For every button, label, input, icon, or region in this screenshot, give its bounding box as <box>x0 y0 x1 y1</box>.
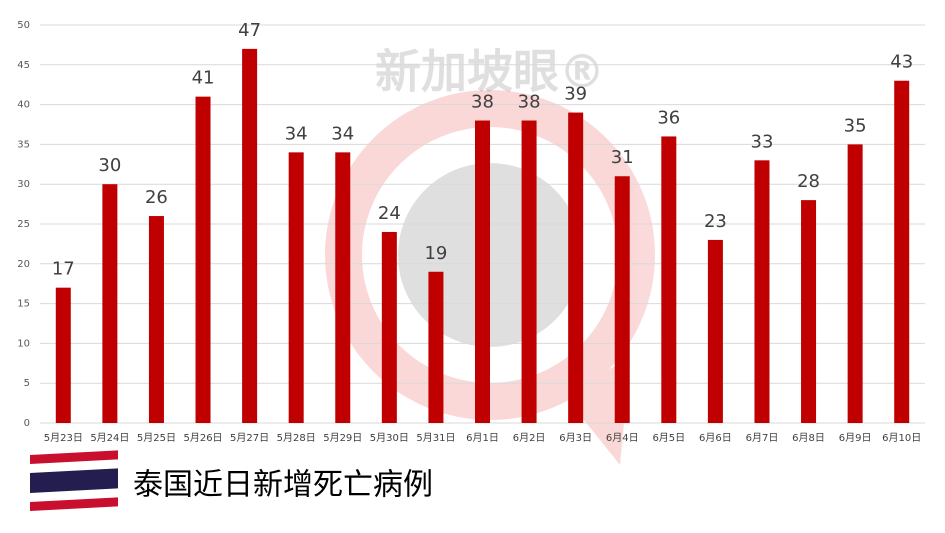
y-tick-label: 25 <box>17 219 30 230</box>
x-tick-label: 5月25日 <box>137 432 176 444</box>
y-tick-label: 40 <box>17 100 30 111</box>
y-tick-label: 45 <box>17 60 30 71</box>
x-tick-label: 6月3日 <box>559 432 592 444</box>
value-label: 43 <box>890 52 913 73</box>
value-label: 47 <box>238 20 261 41</box>
x-tick-label: 5月24日 <box>90 432 129 444</box>
bar <box>195 96 211 423</box>
bar <box>288 152 304 424</box>
y-tick-label: 20 <box>17 259 30 270</box>
value-label: 35 <box>844 115 867 136</box>
bar <box>568 112 584 423</box>
bar <box>148 216 164 423</box>
y-tick-label: 15 <box>17 299 30 310</box>
bar <box>614 176 630 423</box>
x-tick-label: 6月7日 <box>746 432 779 444</box>
bar <box>475 120 490 424</box>
value-label: 36 <box>657 107 680 128</box>
x-tick-label: 6月10日 <box>882 432 921 444</box>
bar <box>521 120 537 424</box>
y-tick-label: 30 <box>17 179 30 190</box>
y-tick-label: 0 <box>24 418 30 429</box>
x-tick-label: 6月1日 <box>466 432 499 444</box>
value-label: 30 <box>98 155 121 176</box>
x-tick-label: 6月6日 <box>699 432 732 444</box>
value-label: 24 <box>378 203 401 224</box>
bar <box>754 160 770 423</box>
y-tick-label: 50 <box>17 20 30 31</box>
bar <box>55 287 71 423</box>
bar <box>242 48 258 423</box>
bar <box>102 184 118 423</box>
value-label: 17 <box>52 259 75 280</box>
chart-title: 泰国近日新增死亡病例 <box>133 468 433 503</box>
value-label: 28 <box>797 171 820 192</box>
x-tick-label: 6月9日 <box>839 432 872 444</box>
bar <box>335 152 351 424</box>
x-tick-label: 5月29日 <box>323 432 362 444</box>
x-tick-label: 5月28日 <box>277 432 316 444</box>
bar <box>894 80 910 423</box>
value-label: 38 <box>518 92 541 113</box>
value-label: 31 <box>611 147 634 168</box>
bar <box>661 136 677 423</box>
bar <box>847 144 863 423</box>
bar <box>428 271 444 423</box>
value-label: 38 <box>471 92 494 113</box>
value-label: 34 <box>331 123 354 144</box>
y-tick-label: 10 <box>17 338 30 349</box>
x-tick-label: 6月5日 <box>652 432 685 444</box>
value-label: 39 <box>564 84 587 105</box>
value-label: 23 <box>704 211 727 232</box>
x-tick-label: 5月30日 <box>370 432 409 444</box>
x-tick-label: 5月27日 <box>230 432 269 444</box>
bar <box>707 239 723 423</box>
value-label: 34 <box>285 123 308 144</box>
value-label: 33 <box>751 131 774 152</box>
x-tick-label: 5月23日 <box>44 432 83 444</box>
x-tick-label: 5月31日 <box>416 432 455 444</box>
x-tick-label: 6月8日 <box>792 432 825 444</box>
value-label: 26 <box>145 187 168 208</box>
x-tick-label: 6月4日 <box>606 432 639 444</box>
watermark: 新加坡眼® <box>375 45 605 99</box>
x-tick-label: 6月2日 <box>513 432 546 444</box>
bar <box>381 231 397 423</box>
thai-flag <box>30 450 118 511</box>
bar <box>801 200 817 423</box>
y-tick-label: 5 <box>24 378 30 389</box>
y-tick-label: 35 <box>17 139 30 150</box>
value-label: 41 <box>192 68 215 89</box>
x-tick-label: 5月26日 <box>183 432 222 444</box>
value-label: 19 <box>424 243 447 264</box>
